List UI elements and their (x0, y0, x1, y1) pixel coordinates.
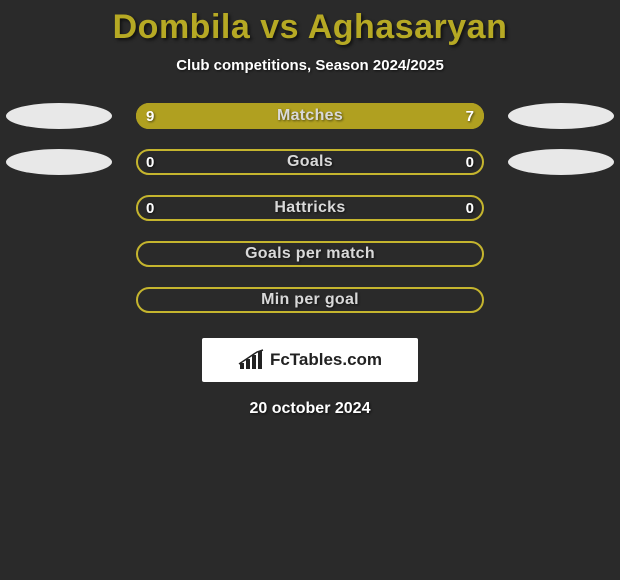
subtitle: Club competitions, Season 2024/2025 (176, 57, 444, 74)
stat-bar: Goals per match (136, 241, 484, 267)
stat-row: Goals per match (0, 240, 620, 268)
stats-area: Matches97Goals00Hattricks00Goals per mat… (0, 102, 620, 332)
title-player2: Aghasaryan (308, 8, 508, 46)
page-title: Dombila vs Aghasaryan (113, 8, 508, 47)
title-player1: Dombila (113, 8, 251, 46)
stat-row: Matches9 7 (0, 102, 620, 130)
stat-value-right: 0 (466, 149, 474, 175)
player1-avatar (6, 103, 112, 129)
comparison-infographic: Dombila vs Aghasaryan Club competitions,… (0, 0, 620, 418)
stat-label: Goals (136, 149, 484, 175)
player1-avatar (6, 149, 112, 175)
stat-label: Goals per match (136, 241, 484, 267)
stat-row: Goals0 0 (0, 148, 620, 176)
stat-value-right: 7 (466, 103, 474, 129)
stat-bar: Hattricks0 0 (136, 195, 484, 221)
stat-label: Min per goal (136, 287, 484, 313)
player2-avatar (508, 103, 614, 129)
player2-avatar (508, 149, 614, 175)
stat-value-left: 0 (146, 195, 154, 221)
stat-value-left: 9 (146, 103, 154, 129)
stat-value-right: 0 (466, 195, 474, 221)
stat-bar: Goals0 0 (136, 149, 484, 175)
stat-row: Min per goal (0, 286, 620, 314)
stat-bar: Min per goal (136, 287, 484, 313)
stat-bar: Matches9 7 (136, 103, 484, 129)
date-text: 20 october 2024 (250, 400, 371, 418)
brand-text: FcTables.com (270, 350, 382, 370)
stat-row: Hattricks0 0 (0, 194, 620, 222)
bar-chart-icon (238, 349, 264, 371)
stat-label: Hattricks (136, 195, 484, 221)
stat-label: Matches (136, 103, 484, 129)
stat-value-left: 0 (146, 149, 154, 175)
brand-box: FcTables.com (202, 338, 418, 382)
title-vs: vs (260, 8, 299, 46)
